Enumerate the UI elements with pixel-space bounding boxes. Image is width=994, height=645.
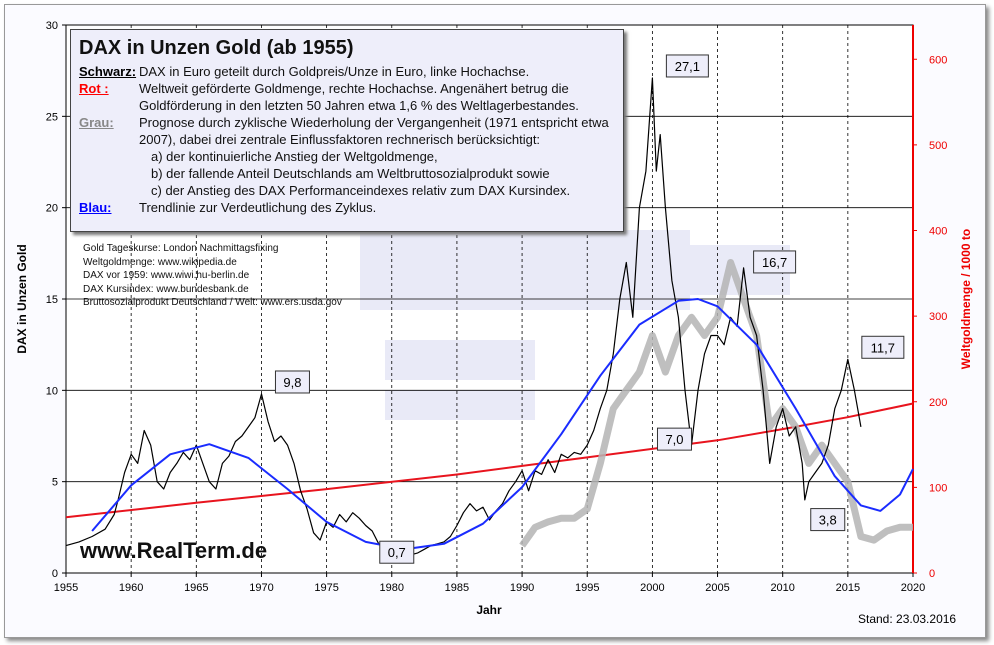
annotation-box bbox=[665, 54, 709, 78]
source-item: DAX Kursindex: www.bundesbank.de bbox=[83, 283, 249, 295]
legend-text: Trendlinie zur Verdeutlichung des Zyklus… bbox=[139, 200, 377, 215]
legend-text: DAX in Euro geteilt durch Goldpreis/Unze… bbox=[139, 64, 530, 79]
x-tick-label: 1955 bbox=[54, 582, 78, 594]
source-item: Gold Tageskurse: London Nachmittagsfixin… bbox=[83, 243, 279, 254]
y-right-tick-label: 500 bbox=[929, 140, 947, 152]
y-right-tick-label: 100 bbox=[929, 482, 947, 494]
x-tick-label: 1985 bbox=[445, 582, 469, 594]
y-tick-label: 5 bbox=[52, 477, 58, 489]
annotation-box bbox=[274, 370, 310, 394]
x-tick-label: 2000 bbox=[640, 582, 664, 594]
series-line-blau bbox=[91, 298, 914, 551]
annotation-box bbox=[656, 427, 692, 451]
y-tick-label: 0 bbox=[52, 568, 58, 580]
x-tick-label: 1965 bbox=[184, 582, 208, 594]
annotation-box bbox=[810, 508, 846, 532]
x-tick-label: 1960 bbox=[119, 582, 143, 594]
series-line-rot bbox=[65, 402, 914, 519]
annotation-label: 16,7 bbox=[762, 255, 787, 270]
y-tick-label: 10 bbox=[46, 385, 58, 397]
annotation-label: 3,8 bbox=[819, 513, 837, 528]
legend-key: Grau: bbox=[79, 115, 114, 130]
y-tick-label: 15 bbox=[46, 294, 58, 306]
x-tick-label: 2015 bbox=[836, 582, 860, 594]
annotation-box bbox=[379, 540, 415, 564]
y-right-tick-label: 400 bbox=[929, 226, 947, 238]
y-right-tick-label: 600 bbox=[929, 54, 947, 66]
legend-subitem: b) der fallende Anteil Deutschlands am W… bbox=[151, 166, 550, 181]
annotation-label: 0,7 bbox=[388, 545, 406, 560]
sources-list: Gold Tageskurse: London Nachmittagsfixin… bbox=[83, 242, 342, 310]
annotation-box bbox=[861, 335, 905, 359]
y-right-tick-label: 0 bbox=[929, 568, 935, 580]
annotation-label: 11,7 bbox=[871, 340, 895, 355]
watermark-shape bbox=[385, 340, 535, 380]
y-tick-label: 20 bbox=[46, 203, 58, 215]
x-tick-label: 1980 bbox=[380, 582, 404, 594]
x-axis-title: Jahr bbox=[476, 603, 502, 617]
legend-key: Blau: bbox=[79, 200, 112, 215]
source-item: Bruttosozialprodukt Deutschland / Welt: … bbox=[83, 297, 342, 308]
legend-item-rot: Rot : Weltweit geförderte Goldmenge, rech… bbox=[71, 80, 623, 114]
legend-text: Prognose durch zyklische Wiederholung de… bbox=[139, 115, 609, 147]
x-tick-label: 1975 bbox=[314, 582, 338, 594]
chart-title: DAX in Unzen Gold (ab 1955) bbox=[79, 37, 354, 59]
legend-subitem: a) der kontinuierliche Anstieg der Weltg… bbox=[151, 149, 438, 164]
legend-key: Schwarz: bbox=[79, 64, 137, 79]
legend-item-blau: Blau: Trendlinie zur Verdeutlichung des Z… bbox=[71, 199, 623, 216]
annotation-box bbox=[753, 250, 797, 274]
source-item: DAX vor 1959: www.wiwi.hu-berlin.de bbox=[83, 270, 250, 281]
legend-box: DAX in Unzen Gold (ab 1955) Schwarz: DAX … bbox=[70, 29, 624, 232]
legend-item-schwarz: Schwarz: DAX in Euro geteilt durch Goldpr… bbox=[71, 63, 623, 80]
site-label: www.RealTerm.de bbox=[80, 538, 268, 563]
legend-text: Weltweit geförderte Goldmenge, rechte Ho… bbox=[139, 81, 579, 113]
watermark-shape bbox=[385, 390, 535, 420]
x-tick-label: 2020 bbox=[901, 582, 925, 594]
x-tick-label: 2005 bbox=[705, 582, 729, 594]
y-right-tick-label: 300 bbox=[929, 311, 947, 323]
y-right-tick-label: 200 bbox=[929, 397, 947, 409]
x-tick-label: 1970 bbox=[249, 582, 273, 594]
watermark-shape bbox=[560, 245, 790, 295]
x-tick-label: 2010 bbox=[770, 582, 794, 594]
source-item: Weltgoldmenge: www.wikipedia.de bbox=[83, 256, 237, 268]
y-axis-title: DAX in Unzen Gold bbox=[15, 244, 29, 353]
annotation-label: 9,8 bbox=[283, 375, 301, 390]
legend-key: Rot : bbox=[79, 81, 109, 96]
annotation-label: 7,0 bbox=[665, 432, 683, 447]
y-tick-label: 30 bbox=[46, 20, 58, 32]
y-right-axis-title: Weltgoldmenge / 1000 to bbox=[959, 229, 973, 369]
x-tick-label: 1995 bbox=[575, 582, 599, 594]
annotation-label: 27,1 bbox=[675, 59, 700, 74]
legend-subitem: c) der Anstieg des DAX Performanceindexe… bbox=[151, 183, 571, 198]
y-tick-label: 25 bbox=[46, 111, 58, 123]
stand-date: Stand: 23.03.2016 bbox=[858, 612, 957, 626]
legend-item-grau: Grau: Prognose durch zyklische Wiederholu… bbox=[71, 114, 623, 148]
series-line-grau bbox=[519, 259, 913, 548]
x-tick-label: 1990 bbox=[510, 582, 534, 594]
